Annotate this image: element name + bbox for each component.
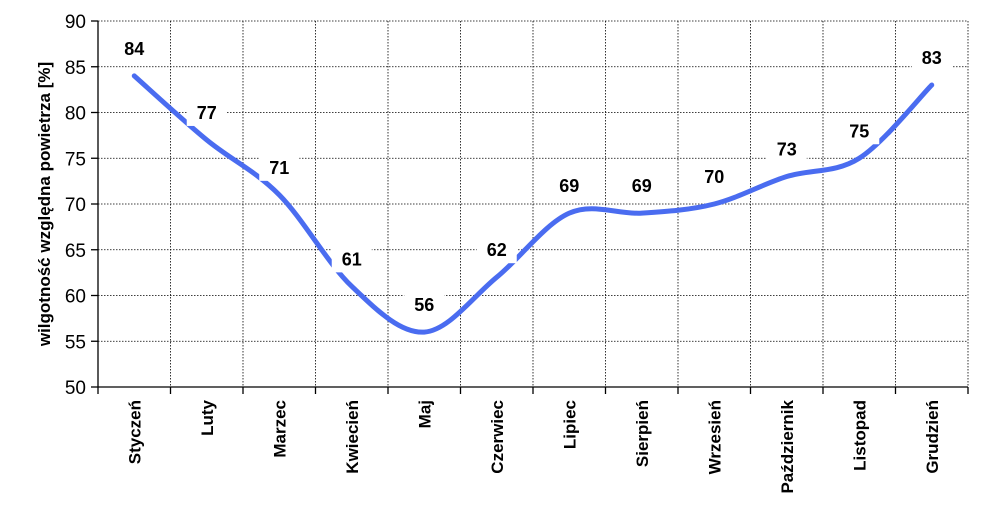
x-tick-label: Sierpień: [633, 400, 652, 467]
series-layer: [131, 73, 935, 335]
x-tick-label: Luty: [198, 399, 217, 435]
data-label-background: [186, 98, 227, 126]
x-tick-label: Styczeń: [125, 400, 144, 464]
x-tick-label: Listopad: [850, 400, 869, 471]
data-label-background: [259, 153, 300, 181]
y-tick-label: 90: [65, 12, 86, 33]
y-tick-label: 60: [65, 287, 86, 308]
data-label: 73: [777, 140, 797, 160]
data-label-background: [911, 44, 952, 72]
data-label-background: [476, 236, 517, 264]
x-tick-label: Maj: [415, 400, 434, 428]
horizontal-gridlines: [98, 20, 968, 342]
data-label: 69: [559, 176, 579, 196]
data-label-background: [331, 245, 372, 273]
data-label-background: [549, 172, 590, 200]
x-tick-label: Marzec: [270, 400, 289, 458]
data-labels: 84 77 71 61 56 62 69 69 70 73 75 83: [114, 34, 952, 319]
data-label-background: [621, 172, 662, 200]
series-line: [131, 73, 935, 335]
y-tick-label: 55: [65, 332, 86, 353]
data-label: 75: [849, 121, 869, 141]
data-label: 71: [269, 158, 289, 178]
y-tick-label: 65: [65, 241, 86, 262]
y-tick-label: 70: [65, 195, 86, 216]
x-tick-label: Październik: [778, 399, 797, 493]
data-label-background: [694, 163, 735, 190]
data-label: 84: [124, 39, 144, 59]
x-tick-label: Grudzień: [923, 400, 942, 474]
x-tick-label: Lipiec: [560, 400, 579, 449]
data-label: 70: [704, 167, 724, 187]
x-tick-labels: Styczeń Luty Marzec Kwiecień Maj Czerwiec Lipi…: [125, 399, 942, 493]
y-tick-label: 75: [65, 149, 86, 170]
data-label: 77: [197, 103, 217, 123]
data-label-background: [766, 135, 807, 163]
x-tick-label: Kwiecień: [343, 400, 362, 474]
data-label-background: [114, 34, 155, 62]
y-tick-labels: 50 55 60 65 70 75 80 85 90: [65, 12, 86, 399]
data-label: 62: [487, 240, 507, 260]
data-label: 61: [342, 249, 362, 269]
y-axis-title: wilgotność względna powietrza [%]: [35, 62, 54, 347]
x-tick-label: Czerwiec: [488, 400, 507, 474]
data-label: 56: [414, 295, 434, 315]
data-label-background: [839, 117, 880, 145]
y-tick-label: 80: [65, 104, 86, 125]
data-label: 83: [922, 48, 942, 68]
x-tick-label: Wrzesień: [705, 400, 724, 474]
data-label: 69: [632, 176, 652, 196]
y-tick-label: 85: [65, 58, 86, 79]
axes: [91, 20, 969, 394]
data-label-background: [404, 291, 445, 319]
y-tick-label: 50: [65, 378, 86, 399]
